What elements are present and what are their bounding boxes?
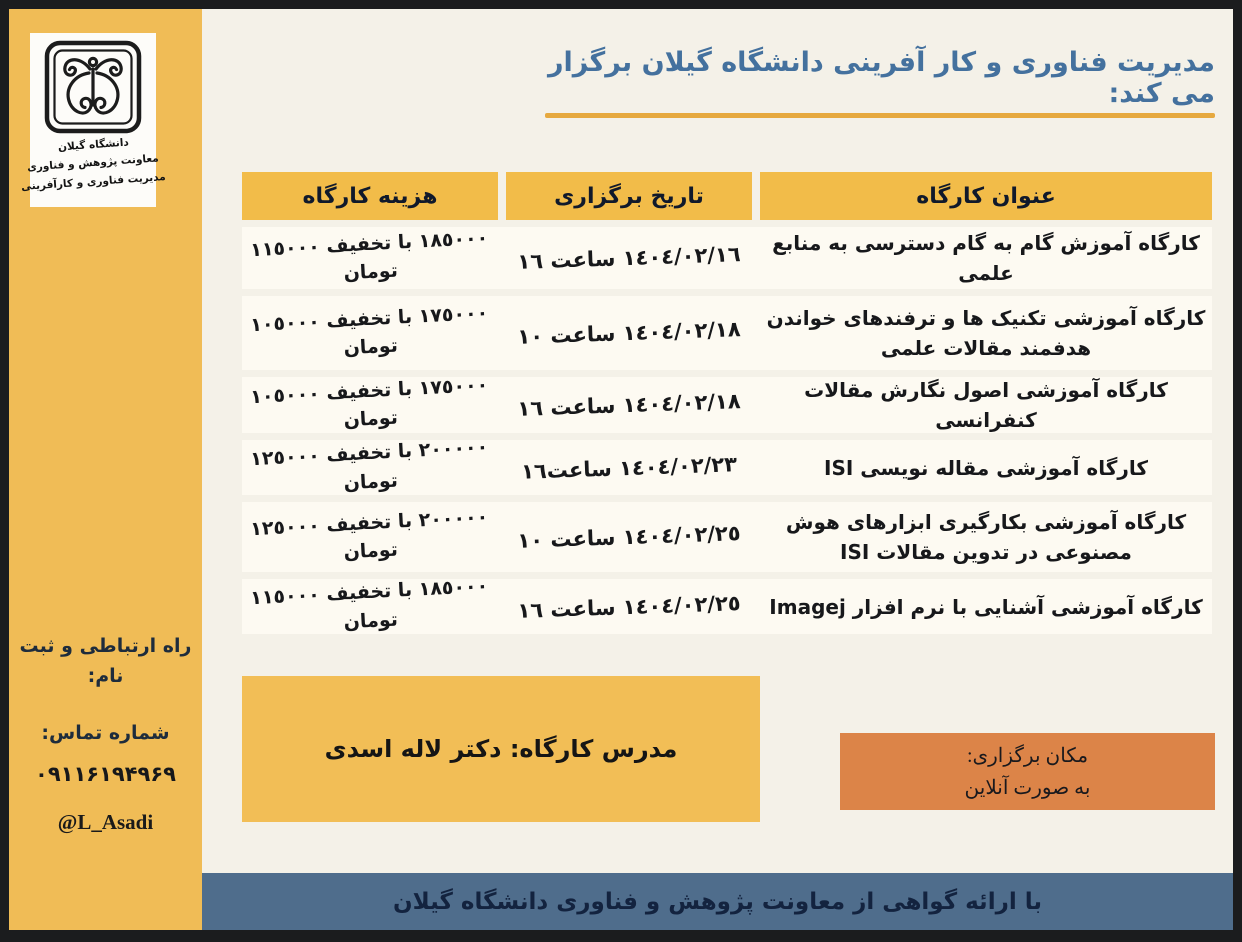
workshop-cost: ١٧٥٠٠٠ با تخفیف ١٠٥٠٠٠ تومان — [249, 373, 489, 432]
contact-block: راه ارتباطی و ثبت نام: شماره تماس: ۰۹۱۱۶… — [9, 631, 202, 835]
table-row: ١٨٥٠٠٠ با تخفیف ١١٥٠٠٠ تومان ١٤٠٤/٠٢/٢٥ … — [242, 575, 1212, 634]
column-header-title: عنوان کارگاه — [760, 172, 1212, 220]
workshop-title: کارگاه آموزشی تکنیک ها و ترفندهای خواندن… — [766, 306, 1206, 360]
location-label: مکان برگزاری: — [966, 744, 1089, 767]
workshop-title: کارگاه آموزشی بکارگیری ابزارهای هوش مصنو… — [785, 510, 1187, 564]
title-underline — [545, 113, 1215, 118]
phone-number: ۰۹۱۱۶۱۹۴۹۶۹ — [35, 761, 176, 786]
column-header-date: تاریخ برگزاری — [506, 172, 752, 220]
workshop-cost: ٢٠٠٠٠٠ با تخفیف ١٢٥٠٠٠ تومان — [249, 505, 489, 564]
phone-label: شماره تماس: — [41, 721, 170, 744]
workshop-cost: ١٨٥٠٠٠ با تخفیف ١١٥٠٠٠ تومان — [249, 226, 489, 285]
table-row: ١٧٥٠٠٠ با تخفیف ١٠٥٠٠٠ تومان ١٤٠٤/٠٢/١٨ … — [242, 373, 1212, 433]
workshop-cost: ١٨٥٠٠٠ با تخفیف ١١٥٠٠٠ تومان — [249, 574, 489, 633]
instructor-box: مدرس کارگاه: دکتر لاله اسدی — [242, 676, 760, 822]
workshop-date: ١٤٠٤/٠٢/١٨ ساعت ١٦ — [517, 389, 741, 421]
workshop-date: ١٤٠٤/٠٢/٢٣ ساعت١٦ — [520, 451, 738, 484]
location-box: مکان برگزاری: به صورت آنلاین — [840, 733, 1215, 810]
workshop-cost: ٢٠٠٠٠٠ با تخفیف ١٢٥٠٠٠ تومان — [249, 435, 489, 494]
telegram-handle: @L_Asadi — [57, 809, 154, 834]
university-of-guilan-emblem-icon — [44, 40, 142, 134]
sidebar: دانشگاه گیلان معاونت پژوهش و فناوری مدیر… — [9, 9, 202, 930]
page-title: مدیریت فناوری و کار آفرینی دانشگاه گیلان… — [547, 47, 1215, 109]
workshop-date: ١٤٠٤/٠٢/٢٥ ساعت ١٦ — [517, 590, 741, 623]
contact-heading: راه ارتباطی و ثبت نام: — [19, 635, 192, 688]
workshop-date: ١٤٠٤/٠٢/٢٥ ساعت ١٠ — [517, 521, 741, 553]
certificate-footer-bar: با ارائه گواهی از معاونت پژوهش و فناوری … — [202, 873, 1233, 930]
table-row: ٢٠٠٠٠٠ با تخفیف ١٢٥٠٠٠ تومان ١٤٠٤/٠٢/٢٥ … — [242, 502, 1212, 572]
column-header-cost: هزینه کارگاه — [242, 172, 498, 220]
workshop-title: کارگاه آموزشی مقاله نویسی ISI — [824, 455, 1149, 480]
table-row: ١٧٥٠٠٠ با تخفیف ١٠٥٠٠٠ تومان ١٤٠٤/٠٢/١٨ … — [242, 296, 1212, 370]
workshop-cost: ١٧٥٠٠٠ با تخفیف ١٠٥٠٠٠ تومان — [249, 301, 489, 360]
university-logo-box: دانشگاه گیلان معاونت پژوهش و فناوری مدیر… — [20, 33, 166, 207]
workshop-title: کارگاه آموزش گام به گام دسترسی به منابع … — [772, 231, 1200, 285]
table-row: ١٨٥٠٠٠ با تخفیف ١١٥٠٠٠ تومان ١٤٠٤/٠٢/١٦ … — [242, 226, 1212, 289]
location-value: به صورت آنلاین — [964, 776, 1091, 799]
table-row: ٢٠٠٠٠٠ با تخفیف ١٢٥٠٠٠ تومان ١٤٠٤/٠٢/٢٣ … — [242, 436, 1212, 495]
poster-background: دانشگاه گیلان معاونت پژوهش و فناوری مدیر… — [9, 9, 1233, 930]
workshop-title: کارگاه آموزشی اصول نگارش مقالات کنفرانسی — [804, 378, 1168, 432]
workshop-date: ١٤٠٤/٠٢/١٨ ساعت ١٠ — [517, 317, 741, 349]
workshop-date: ١٤٠٤/٠٢/١٦ ساعت ١٦ — [517, 242, 741, 274]
workshop-title: کارگاه آموزشی آشنایی با نرم افزار Imagej — [769, 594, 1203, 619]
